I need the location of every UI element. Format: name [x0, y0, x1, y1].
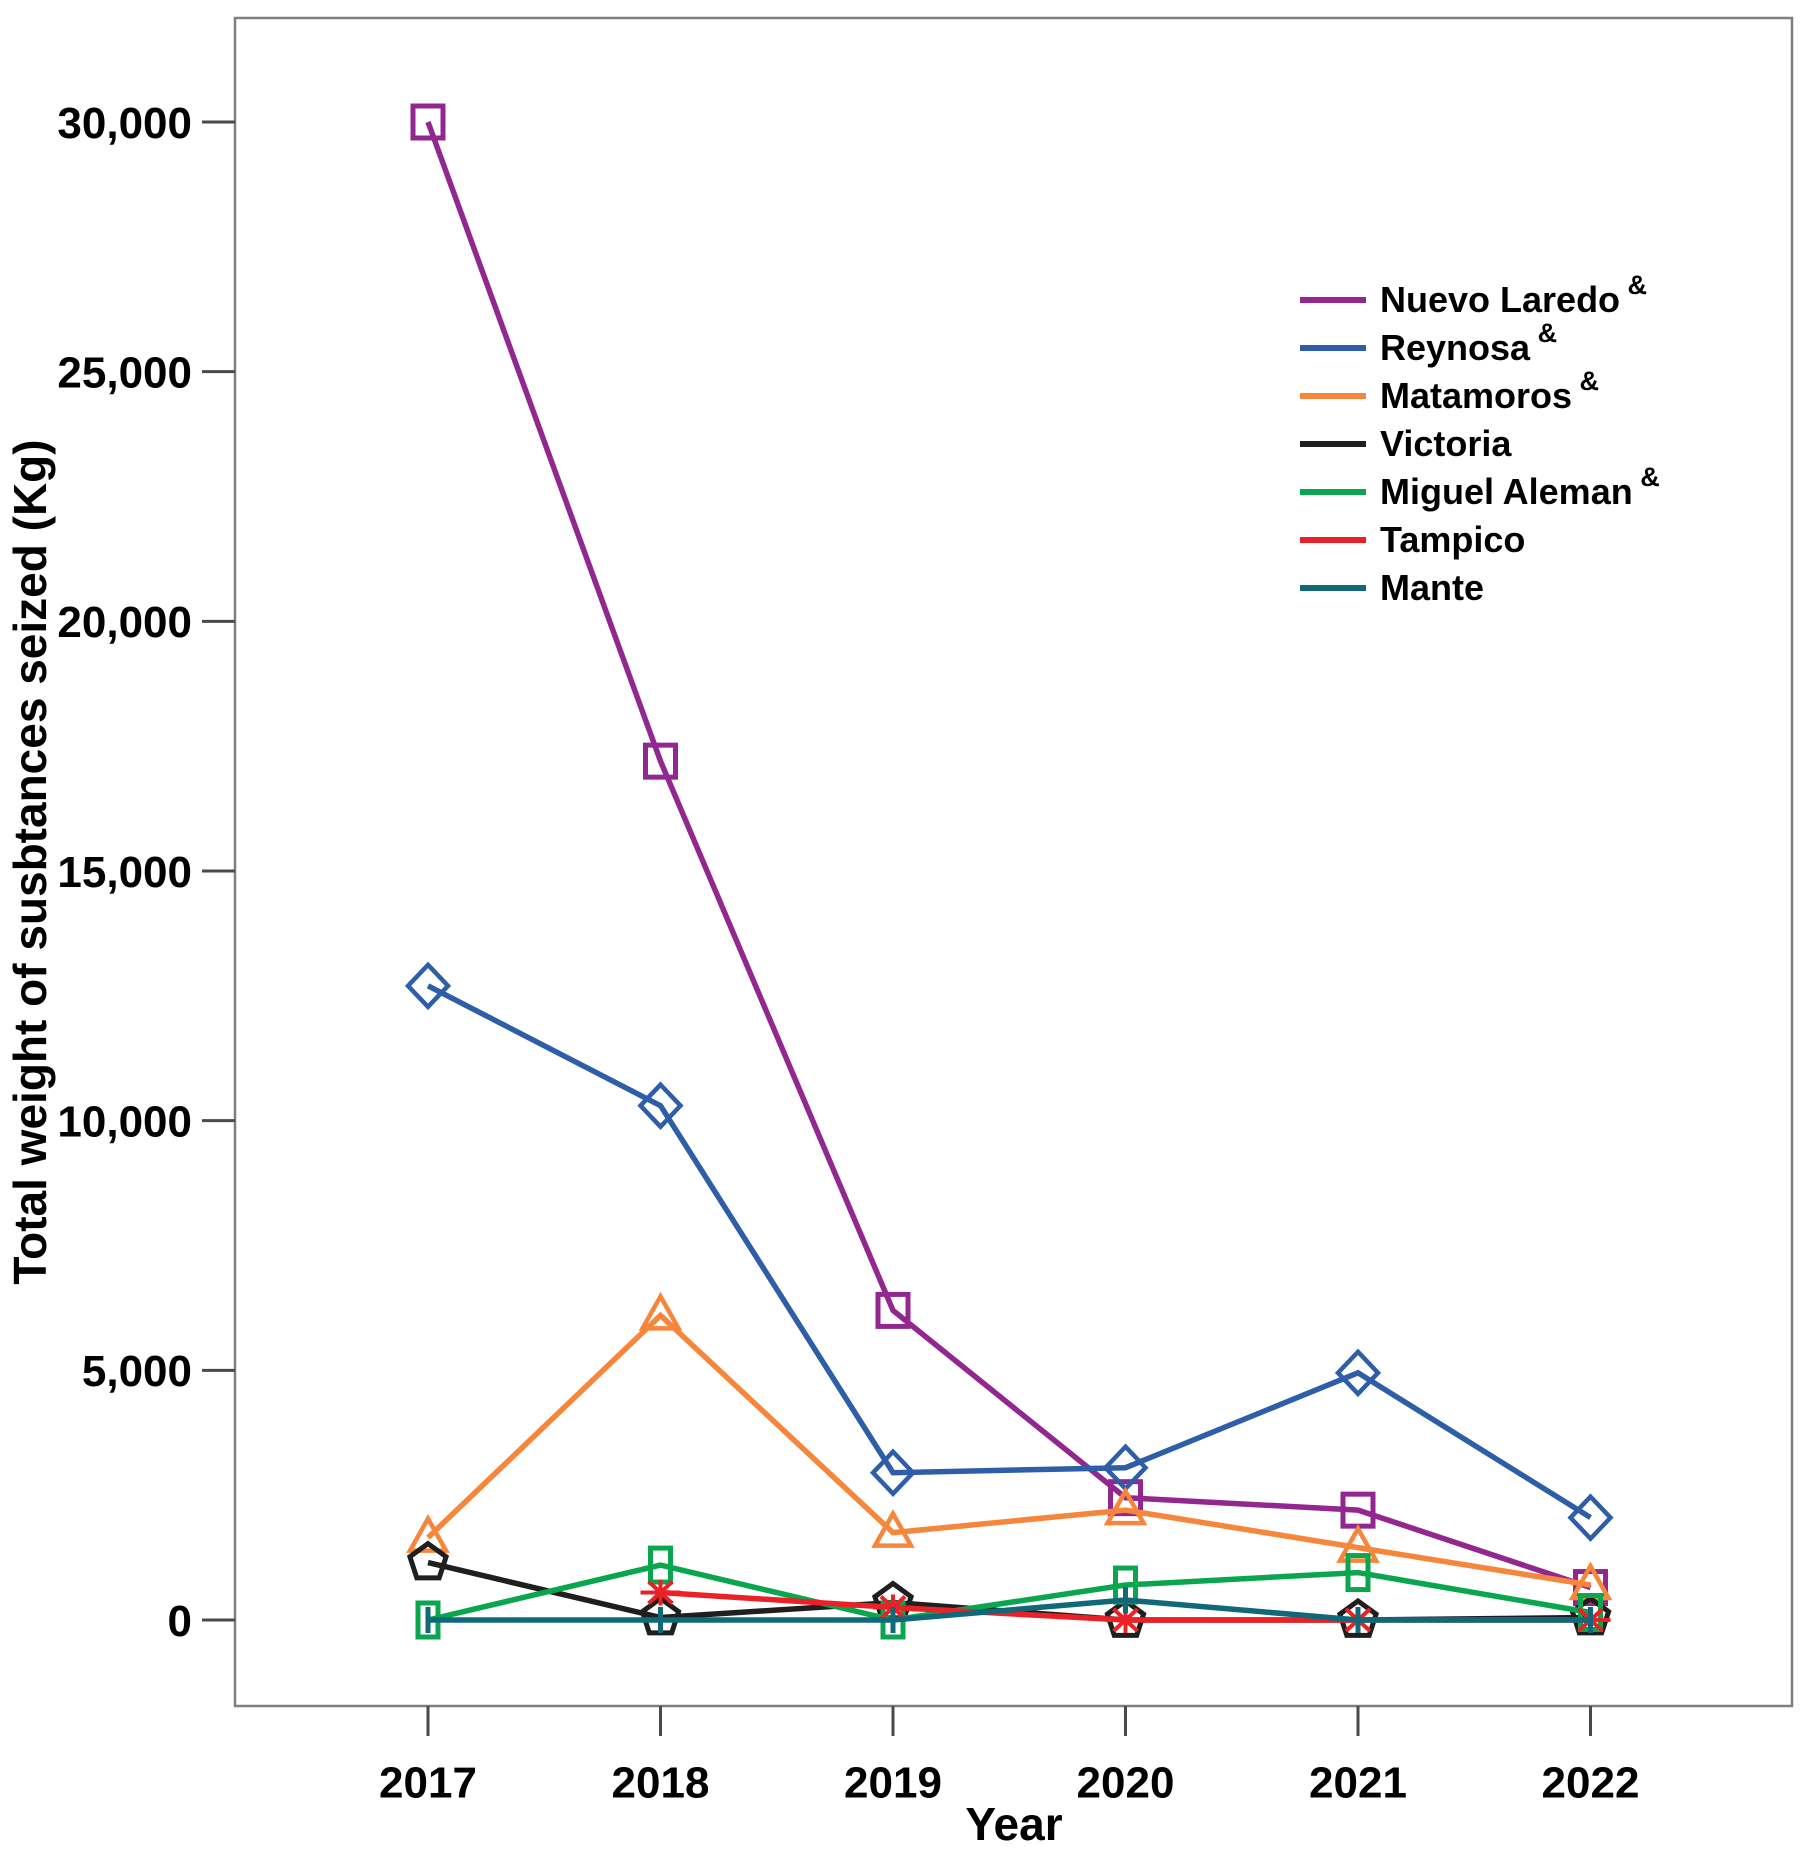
series-nuevo-laredo — [410, 103, 1608, 1607]
star-marker — [640, 1579, 681, 1606]
x-tick-label: 2017 — [379, 1759, 477, 1808]
x-axis-title: Year — [965, 1798, 1062, 1850]
data-series-group — [404, 103, 1614, 1640]
triangle-marker-shape — [1103, 1486, 1148, 1526]
triangle-marker — [1336, 1524, 1380, 1563]
series-line — [428, 1597, 1591, 1623]
plot-frame — [233, 16, 1794, 1708]
legend-label: Reynosa & — [1380, 318, 1557, 368]
triangle-marker-shape — [406, 1514, 450, 1553]
square-marker-shape — [875, 1291, 911, 1329]
series-reynosa — [404, 961, 1614, 1542]
triangle-marker — [638, 1291, 683, 1331]
y-tick-label: 20,000 — [57, 598, 192, 647]
diamond-marker — [1334, 1348, 1382, 1398]
y-axis: 0 5,000 10,000 15,000 20,000 25,000 30,000 — [57, 99, 235, 1646]
star-marker — [1105, 1607, 1146, 1633]
legend-item-victoria: Victoria — [1300, 423, 1512, 464]
star-marker-shape — [1112, 1607, 1139, 1633]
pentagon-marker — [1104, 1597, 1147, 1638]
y-tick-label: 25,000 — [57, 349, 192, 398]
series-line — [426, 1311, 1591, 1588]
x-tick-label: 2019 — [844, 1759, 942, 1808]
legend-label: Mante — [1380, 567, 1484, 608]
diamond-marker — [869, 1448, 917, 1497]
legend-item-nuevo-laredo: Nuevo Laredo & — [1300, 270, 1647, 320]
y-tick-label: 30,000 — [57, 99, 192, 148]
pentagon-marker — [406, 1540, 450, 1581]
diamond-marker-shape — [1334, 1348, 1382, 1398]
legend-item-reynosa: Reynosa & — [1300, 318, 1557, 368]
legend-item-mante: Mante — [1300, 567, 1484, 608]
y-axis-title: Total weight of susbtances seized (Kg) — [4, 439, 56, 1284]
square-marker — [1108, 1479, 1143, 1517]
square-marker — [875, 1291, 911, 1329]
legend-label: Victoria — [1380, 423, 1512, 464]
series-matamoros — [406, 1291, 1613, 1601]
diamond-marker-shape — [1567, 1493, 1614, 1542]
square-marker — [643, 742, 678, 780]
pentagon-marker-shape — [1336, 1597, 1380, 1638]
y-tick-label: 0 — [168, 1597, 192, 1646]
series-line — [426, 983, 1592, 1520]
legend-item-matamoros: Matamoros & — [1300, 366, 1599, 416]
legend-label: Nuevo Laredo & — [1380, 270, 1647, 320]
square-marker-shape — [410, 103, 446, 141]
diamond-marker — [1567, 1493, 1614, 1542]
triangle-marker-shape — [871, 1509, 915, 1548]
rect-marker-shape — [1345, 1553, 1371, 1593]
y-tick-label: 15,000 — [57, 848, 192, 897]
y-tick-label: 10,000 — [57, 1098, 192, 1147]
square-marker-shape — [1573, 1569, 1608, 1607]
legend-label: Tampico — [1380, 519, 1525, 560]
diamond-marker-shape — [869, 1448, 917, 1497]
series-mante — [425, 1587, 1593, 1633]
x-tick-label: 2021 — [1309, 1759, 1407, 1808]
legend-item-miguel-aleman: Miguel Aleman & — [1300, 462, 1660, 512]
diamond-marker-shape — [637, 1081, 684, 1130]
star-marker-shape — [647, 1580, 674, 1606]
pentagon-marker-shape — [1104, 1597, 1147, 1638]
square-marker-shape — [1108, 1479, 1143, 1517]
pentagon-marker — [1336, 1597, 1380, 1638]
x-axis: 2017 2018 2019 2020 2021 2022 — [379, 1706, 1639, 1808]
x-tick-label: 2018 — [612, 1759, 710, 1808]
triangle-marker — [1103, 1486, 1148, 1526]
square-marker-shape — [643, 742, 678, 780]
square-marker — [410, 103, 446, 141]
triangle-marker-shape — [1336, 1524, 1380, 1563]
legend: Nuevo Laredo &Reynosa &Matamoros & Victor… — [1300, 270, 1660, 608]
pentagon-marker-shape — [406, 1540, 450, 1581]
series-miguel-aleman — [415, 1545, 1603, 1640]
triangle-marker — [406, 1514, 450, 1553]
diamond-marker — [404, 961, 452, 1011]
legend-label: Miguel Aleman & — [1380, 462, 1660, 512]
square-marker — [1573, 1569, 1608, 1607]
triangle-marker — [871, 1509, 915, 1548]
x-tick-label: 2022 — [1542, 1759, 1640, 1808]
series-line — [425, 121, 1592, 1591]
diamond-marker — [637, 1081, 684, 1130]
y-tick-label: 5,000 — [82, 1347, 192, 1396]
x-tick-label: 2020 — [1077, 1759, 1175, 1808]
rect-marker — [1345, 1553, 1371, 1593]
legend-item-tampico: Tampico — [1300, 519, 1525, 560]
diamond-marker-shape — [404, 961, 452, 1011]
legend-label: Matamoros & — [1380, 366, 1599, 416]
triangle-marker-shape — [638, 1291, 683, 1331]
series-line — [427, 1562, 1591, 1623]
